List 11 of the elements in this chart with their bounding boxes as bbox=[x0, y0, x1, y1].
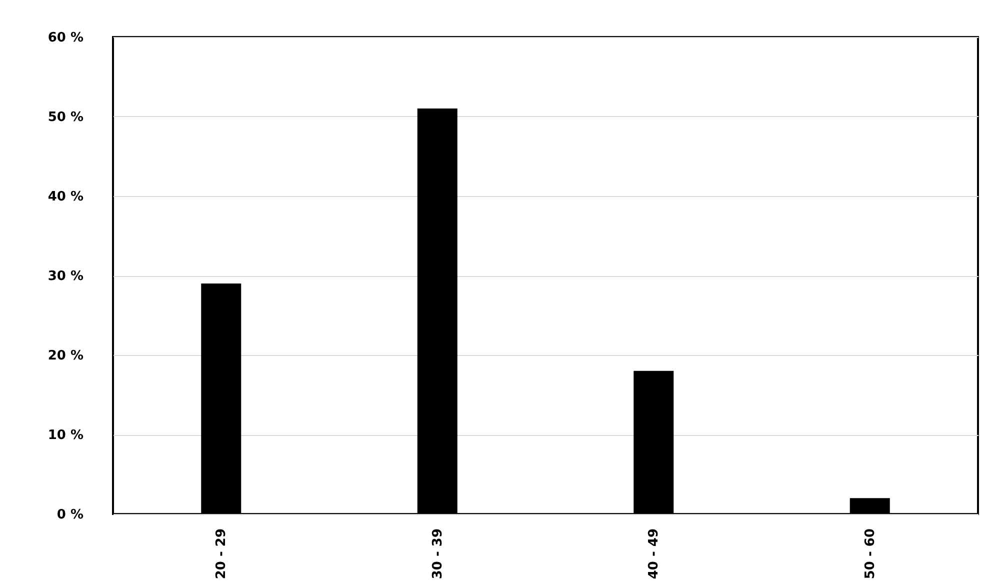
x-tick-label: 20 - 29 bbox=[214, 528, 230, 580]
x-tick-label: 40 - 49 bbox=[646, 528, 662, 580]
y-tick-label: 50 % bbox=[48, 110, 84, 125]
y-tick-label: 60 % bbox=[48, 30, 84, 46]
x-tick-label: 50 - 60 bbox=[862, 528, 878, 580]
y-tick-label: 20 % bbox=[48, 348, 84, 364]
x-tick-label: 30 - 39 bbox=[430, 528, 446, 580]
y-tick-label: 10 % bbox=[48, 428, 84, 443]
y-tick-label: 0 % bbox=[56, 508, 84, 522]
y-tick-label: 40 % bbox=[48, 190, 84, 204]
y-tick-label: 30 % bbox=[48, 269, 84, 284]
